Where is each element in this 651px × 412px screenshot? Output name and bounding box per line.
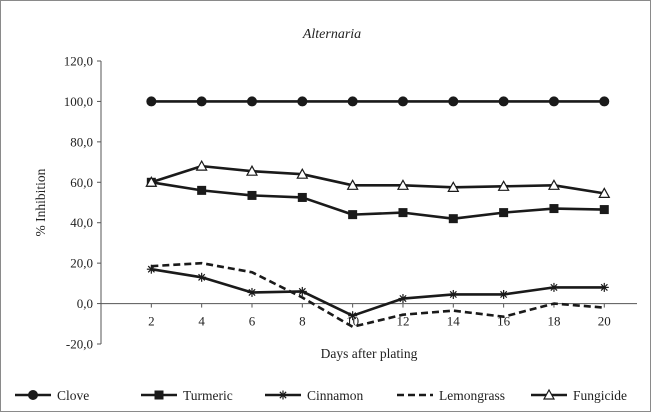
data-point-fungicide (396, 179, 409, 190)
y-tick-label: -20,0 (66, 337, 93, 352)
data-point-turmeric (197, 185, 207, 195)
data-point-clove (548, 96, 559, 107)
legend-marker-fungicide (542, 388, 556, 400)
legend-label-fungicide: Fungicide (573, 388, 627, 403)
y-tick-label: 40,0 (70, 215, 93, 230)
chart-title: Alternaria (302, 27, 361, 42)
data-point-cinnamon (247, 287, 257, 297)
data-point-fungicide (346, 179, 359, 190)
legend-label-turmeric: Turmeric (183, 388, 233, 403)
data-point-cinnamon (599, 282, 609, 292)
y-tick-label: 120,0 (64, 54, 93, 69)
data-point-cinnamon (398, 294, 408, 304)
x-axis-label: Days after plating (321, 346, 418, 361)
series-lemongrass (151, 261, 605, 329)
data-point-clove (196, 96, 207, 107)
data-point-turmeric (499, 208, 509, 218)
data-point-clove (599, 96, 610, 107)
x-tick-label: 20 (598, 314, 611, 329)
data-point-turmeric (549, 204, 559, 214)
y-tick-label: 80,0 (70, 134, 93, 149)
legend-item-turmeric: Turmeric (141, 388, 233, 403)
data-point-turmeric (599, 205, 609, 215)
x-tick-label: 18 (547, 314, 560, 329)
y-tick-label: 100,0 (64, 94, 93, 109)
data-point-cinnamon (549, 282, 559, 292)
x-tick-label: 14 (447, 314, 461, 329)
legend-label-lemongrass: Lemongrass (439, 388, 505, 403)
data-point-turmeric (297, 192, 307, 202)
y-tick-label: 60,0 (70, 175, 93, 190)
x-tick-label: 12 (396, 314, 409, 329)
data-point-fungicide (296, 167, 309, 179)
series-clove (146, 96, 610, 107)
x-tick-label: 2 (148, 314, 155, 329)
data-point-turmeric (448, 214, 458, 224)
data-point-fungicide (245, 164, 259, 176)
data-point-cinnamon (348, 311, 358, 321)
data-point-turmeric (348, 210, 358, 220)
series-line-fungicide (150, 164, 605, 195)
legend-marker-clove (28, 390, 38, 400)
legend-item-clove: Clove (15, 388, 89, 403)
series-line-turmeric (151, 181, 605, 220)
series-line-lemongrass (151, 261, 605, 329)
series-cinnamon (146, 264, 609, 321)
data-point-clove (498, 96, 509, 107)
data-point-cinnamon (146, 264, 156, 274)
data-point-fungicide (195, 159, 208, 171)
series-line-cinnamon (151, 267, 605, 318)
legend-label-clove: Clove (57, 388, 89, 403)
series-fungicide (145, 159, 611, 199)
y-axis-label: % Inhibition (33, 168, 48, 236)
data-point-cinnamon (297, 286, 307, 296)
x-tick-label: 6 (249, 314, 256, 329)
legend-label-cinnamon: Cinnamon (307, 388, 363, 403)
legend-item-fungicide: Fungicide (531, 388, 627, 403)
data-point-cinnamon (499, 289, 509, 299)
data-point-fungicide (497, 180, 510, 191)
x-tick-label: 8 (299, 314, 306, 329)
legend-item-lemongrass: Lemongrass (397, 388, 505, 403)
data-point-fungicide (547, 179, 560, 190)
data-point-clove (347, 96, 358, 107)
data-point-fungicide (145, 176, 158, 187)
data-point-clove (297, 96, 308, 107)
legend: Clove Turmeric Cinnamon Lemongrass Fungicide (15, 388, 627, 403)
data-point-turmeric (247, 190, 257, 200)
data-point-clove (246, 96, 257, 107)
data-point-fungicide (447, 181, 460, 192)
legend-item-cinnamon: Cinnamon (265, 388, 363, 403)
data-point-clove (448, 96, 459, 107)
x-tick-label: 4 (198, 314, 205, 329)
y-tick-label: 0,0 (77, 296, 93, 311)
data-point-cinnamon (448, 289, 458, 299)
legend-marker-cinnamon (278, 390, 288, 400)
data-point-clove (397, 96, 408, 107)
data-point-clove (146, 96, 157, 107)
legend-marker-turmeric (154, 390, 164, 400)
data-point-fungicide (598, 187, 611, 199)
data-point-turmeric (398, 208, 408, 218)
y-tick-label: 20,0 (70, 256, 93, 271)
data-point-cinnamon (197, 272, 207, 282)
